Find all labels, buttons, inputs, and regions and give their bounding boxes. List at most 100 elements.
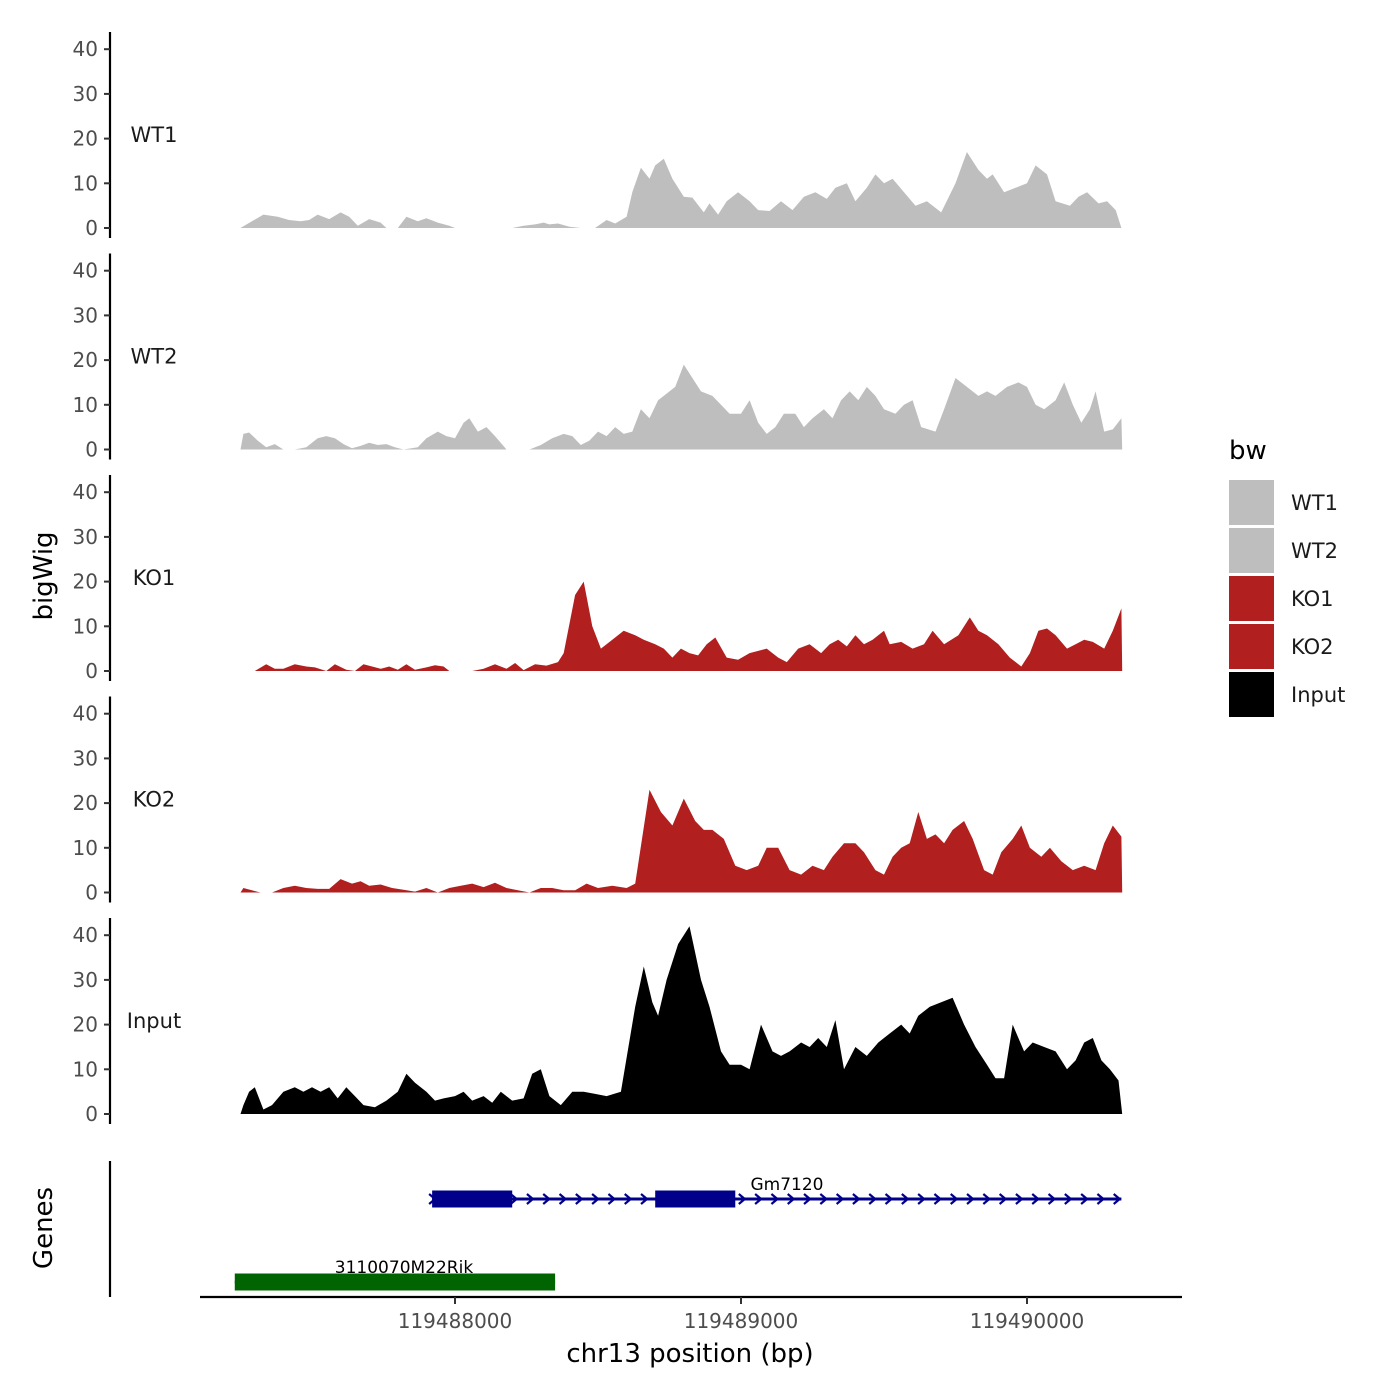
gene-label: 3110070M22Rik	[335, 1258, 474, 1278]
strand-chevron	[787, 1193, 796, 1205]
gene-3110070m22rik: 3110070M22Rik	[234, 1258, 556, 1291]
track-label: KO1	[133, 566, 176, 590]
strand-chevron	[770, 1193, 780, 1205]
y-axis-title: bigWig	[29, 531, 59, 620]
coverage-tracks: 0 10 20 30 40 WT1 0 10 20 30 40 WT2 0 10 20 30 40 KO1 0 10 2…	[73, 32, 1123, 1126]
y-tick-label: 20	[73, 791, 98, 815]
track-label: Input	[127, 1009, 181, 1033]
strand-chevron	[754, 1193, 763, 1205]
x-tick-label: 119488000	[398, 1309, 513, 1333]
y-tick-label: 30	[73, 746, 98, 770]
gene-exon	[655, 1190, 736, 1208]
coverage-area-ko1	[254, 581, 1123, 671]
strand-chevron	[884, 1193, 894, 1205]
legend: bw WT1 WT2 KO1 KO2 Input	[1229, 436, 1345, 717]
gene-exon	[234, 1273, 556, 1291]
genes-panel: Gm7120 3110070M22Rik	[108, 1161, 1122, 1297]
track-ko2: 0 10 20 30 40 KO2	[73, 696, 1123, 905]
gene-gm7120: Gm7120	[428, 1175, 1122, 1208]
track-wt1: 0 10 20 30 40 WT1	[73, 32, 1122, 240]
y-tick-label: 10	[73, 1057, 98, 1081]
y-tick-label: 20	[73, 570, 98, 594]
strand-chevron	[542, 1193, 551, 1205]
y-tick-label: 10	[73, 393, 98, 417]
y-tick-label: 10	[73, 614, 98, 638]
strand-chevron	[868, 1193, 877, 1205]
y-tick-label: 40	[73, 480, 98, 504]
y-tick-label: 40	[73, 37, 98, 61]
legend-key-input	[1229, 672, 1274, 717]
y-tick-label: 0	[85, 216, 98, 240]
coverage-area-wt2	[240, 364, 1123, 450]
strand-chevron	[738, 1193, 747, 1205]
strand-chevron	[1015, 1193, 1024, 1205]
y-tick-label: 0	[85, 881, 98, 905]
strand-chevron	[558, 1193, 568, 1205]
strand-chevron	[998, 1193, 1008, 1205]
strand-chevron	[624, 1193, 633, 1205]
legend-label: KO2	[1291, 635, 1334, 659]
genes-axis-title: Genes	[29, 1187, 59, 1269]
y-tick-label: 40	[73, 259, 98, 283]
y-tick-label: 0	[85, 659, 98, 683]
coverage-area-ko2	[240, 789, 1123, 893]
legend-label: WT2	[1291, 539, 1338, 563]
coverage-area-input	[240, 926, 1123, 1114]
strand-chevron	[803, 1193, 812, 1205]
y-tick-label: 40	[73, 923, 98, 947]
y-tick-label: 0	[85, 1102, 98, 1126]
y-tick-label: 20	[73, 348, 98, 372]
strand-chevron	[966, 1193, 975, 1205]
strand-chevron	[1031, 1193, 1040, 1205]
y-tick-label: 40	[73, 702, 98, 726]
y-tick-label: 10	[73, 836, 98, 860]
strand-chevron	[917, 1193, 926, 1205]
x-axis-title: chr13 position (bp)	[566, 1339, 813, 1369]
gene-label: Gm7120	[751, 1175, 824, 1195]
strand-chevron	[1047, 1193, 1057, 1205]
legend-label: WT1	[1291, 491, 1338, 515]
strand-chevron	[1064, 1193, 1073, 1205]
strand-chevron	[591, 1193, 600, 1205]
y-tick-label: 10	[73, 171, 98, 195]
y-tick-label: 30	[73, 303, 98, 327]
strand-chevron	[640, 1193, 649, 1205]
y-tick-label: 0	[85, 438, 98, 462]
legend-key-ko2	[1229, 624, 1274, 669]
y-tick-label: 30	[73, 525, 98, 549]
strand-chevron	[901, 1193, 910, 1205]
coverage-area-wt1	[240, 152, 1122, 228]
track-label: KO2	[133, 788, 176, 812]
track-label: WT1	[131, 123, 178, 147]
legend-title: bw	[1229, 436, 1267, 466]
y-tick-label: 30	[73, 968, 98, 992]
strand-chevron	[607, 1193, 617, 1205]
y-tick-label: 20	[73, 1013, 98, 1037]
x-tick-label: 119489000	[684, 1309, 799, 1333]
strand-chevron	[950, 1193, 959, 1205]
strand-chevron	[819, 1193, 829, 1205]
track-wt2: 0 10 20 30 40 WT2	[73, 253, 1123, 462]
gene-exon	[432, 1190, 513, 1208]
track-ko1: 0 10 20 30 40 KO1	[73, 475, 1123, 683]
strand-chevron	[526, 1193, 535, 1205]
strand-chevron	[575, 1193, 584, 1205]
x-axis: 119488000 119489000 119490000	[200, 1295, 1182, 1333]
y-tick-label: 30	[73, 82, 98, 106]
legend-label: Input	[1291, 683, 1345, 707]
strand-chevron	[835, 1193, 845, 1205]
track-label: WT2	[131, 345, 178, 369]
strand-chevron	[1096, 1193, 1106, 1205]
y-tick-label: 20	[73, 127, 98, 151]
strand-chevron	[509, 1193, 519, 1205]
strand-chevron	[933, 1193, 943, 1205]
legend-key-wt2	[1229, 528, 1274, 573]
strand-chevron	[982, 1193, 992, 1205]
strand-chevron	[1113, 1193, 1122, 1205]
legend-key-wt1	[1229, 480, 1274, 525]
legend-key-ko1	[1229, 576, 1274, 621]
strand-chevron	[852, 1193, 861, 1205]
strand-chevron	[1080, 1193, 1089, 1205]
x-tick-label: 119490000	[970, 1309, 1085, 1333]
